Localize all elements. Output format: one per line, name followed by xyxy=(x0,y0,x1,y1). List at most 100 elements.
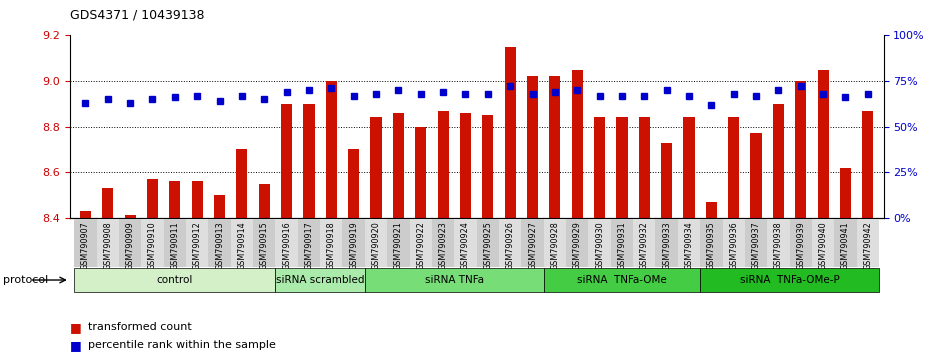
Text: GSM790934: GSM790934 xyxy=(684,221,694,269)
Text: GDS4371 / 10439138: GDS4371 / 10439138 xyxy=(70,9,205,22)
Text: GSM790915: GSM790915 xyxy=(259,221,269,270)
Bar xyxy=(348,149,359,218)
FancyBboxPatch shape xyxy=(499,219,522,267)
Text: GSM790914: GSM790914 xyxy=(237,221,246,269)
Text: GSM790942: GSM790942 xyxy=(863,221,872,270)
Text: GSM790911: GSM790911 xyxy=(170,221,179,269)
Bar xyxy=(326,81,337,218)
Bar xyxy=(817,70,829,218)
FancyBboxPatch shape xyxy=(454,219,476,267)
Bar xyxy=(773,104,784,218)
Bar xyxy=(437,110,448,218)
Bar xyxy=(527,76,538,218)
FancyBboxPatch shape xyxy=(745,219,767,267)
Text: GSM790918: GSM790918 xyxy=(326,221,336,269)
Text: ■: ■ xyxy=(70,321,82,334)
FancyBboxPatch shape xyxy=(275,219,298,267)
Text: GSM790930: GSM790930 xyxy=(595,221,604,269)
Text: siRNA scrambled: siRNA scrambled xyxy=(276,275,365,285)
Text: GSM790928: GSM790928 xyxy=(551,221,559,270)
Text: GSM790920: GSM790920 xyxy=(371,221,380,270)
Bar xyxy=(281,104,292,218)
Text: GSM790912: GSM790912 xyxy=(193,221,202,270)
Bar xyxy=(102,188,113,218)
FancyBboxPatch shape xyxy=(544,268,700,292)
Bar xyxy=(617,118,628,218)
Text: GSM790932: GSM790932 xyxy=(640,221,649,270)
Bar xyxy=(684,118,695,218)
Bar xyxy=(370,118,381,218)
Text: GSM790924: GSM790924 xyxy=(461,221,470,270)
FancyBboxPatch shape xyxy=(857,219,879,267)
Text: GSM790909: GSM790909 xyxy=(126,221,135,270)
FancyBboxPatch shape xyxy=(589,219,611,267)
Text: protocol: protocol xyxy=(3,275,48,285)
Text: siRNA TNFa: siRNA TNFa xyxy=(425,275,484,285)
FancyBboxPatch shape xyxy=(566,219,589,267)
Text: GSM790939: GSM790939 xyxy=(796,221,805,270)
FancyBboxPatch shape xyxy=(231,219,253,267)
FancyBboxPatch shape xyxy=(97,219,119,267)
FancyBboxPatch shape xyxy=(812,219,834,267)
Text: GSM790919: GSM790919 xyxy=(349,221,358,270)
FancyBboxPatch shape xyxy=(834,219,857,267)
Text: GSM790929: GSM790929 xyxy=(573,221,582,270)
FancyBboxPatch shape xyxy=(790,219,812,267)
FancyBboxPatch shape xyxy=(342,219,365,267)
FancyBboxPatch shape xyxy=(320,219,342,267)
FancyBboxPatch shape xyxy=(387,219,409,267)
FancyBboxPatch shape xyxy=(409,219,432,267)
FancyBboxPatch shape xyxy=(678,219,700,267)
FancyBboxPatch shape xyxy=(723,219,745,267)
Text: GSM790927: GSM790927 xyxy=(528,221,537,270)
FancyBboxPatch shape xyxy=(141,219,164,267)
Text: control: control xyxy=(156,275,193,285)
FancyBboxPatch shape xyxy=(633,219,656,267)
FancyBboxPatch shape xyxy=(700,219,723,267)
FancyBboxPatch shape xyxy=(365,268,544,292)
FancyBboxPatch shape xyxy=(74,219,97,267)
Text: GSM790908: GSM790908 xyxy=(103,221,113,269)
FancyBboxPatch shape xyxy=(700,268,879,292)
Text: GSM790916: GSM790916 xyxy=(282,221,291,269)
Bar xyxy=(661,143,672,218)
Text: GSM790933: GSM790933 xyxy=(662,221,671,269)
Bar xyxy=(639,118,650,218)
Bar xyxy=(706,202,717,218)
FancyBboxPatch shape xyxy=(611,219,633,267)
Bar xyxy=(840,167,851,218)
FancyBboxPatch shape xyxy=(522,219,544,267)
FancyBboxPatch shape xyxy=(164,219,186,267)
Text: GSM790936: GSM790936 xyxy=(729,221,738,269)
Bar xyxy=(572,70,583,218)
FancyBboxPatch shape xyxy=(365,219,387,267)
Bar xyxy=(80,211,91,218)
Bar xyxy=(594,118,605,218)
Bar xyxy=(259,183,270,218)
FancyBboxPatch shape xyxy=(476,219,499,267)
Bar xyxy=(862,110,873,218)
FancyBboxPatch shape xyxy=(656,219,678,267)
FancyBboxPatch shape xyxy=(767,219,790,267)
Bar xyxy=(169,181,180,218)
Text: ■: ■ xyxy=(70,339,82,352)
Text: GSM790921: GSM790921 xyxy=(394,221,403,270)
Bar xyxy=(550,76,561,218)
Bar xyxy=(392,113,404,218)
Bar xyxy=(795,81,806,218)
Bar xyxy=(147,179,158,218)
Text: GSM790937: GSM790937 xyxy=(751,221,761,270)
FancyBboxPatch shape xyxy=(253,219,275,267)
FancyBboxPatch shape xyxy=(186,219,208,267)
Bar xyxy=(728,118,739,218)
Text: GSM790922: GSM790922 xyxy=(417,221,425,270)
Text: GSM790913: GSM790913 xyxy=(215,221,224,269)
Bar xyxy=(415,127,426,218)
Text: GSM790925: GSM790925 xyxy=(484,221,492,270)
Text: transformed count: transformed count xyxy=(88,322,193,332)
Bar xyxy=(483,115,494,218)
FancyBboxPatch shape xyxy=(119,219,141,267)
Text: GSM790941: GSM790941 xyxy=(841,221,850,269)
Bar xyxy=(459,113,471,218)
Bar xyxy=(192,181,203,218)
